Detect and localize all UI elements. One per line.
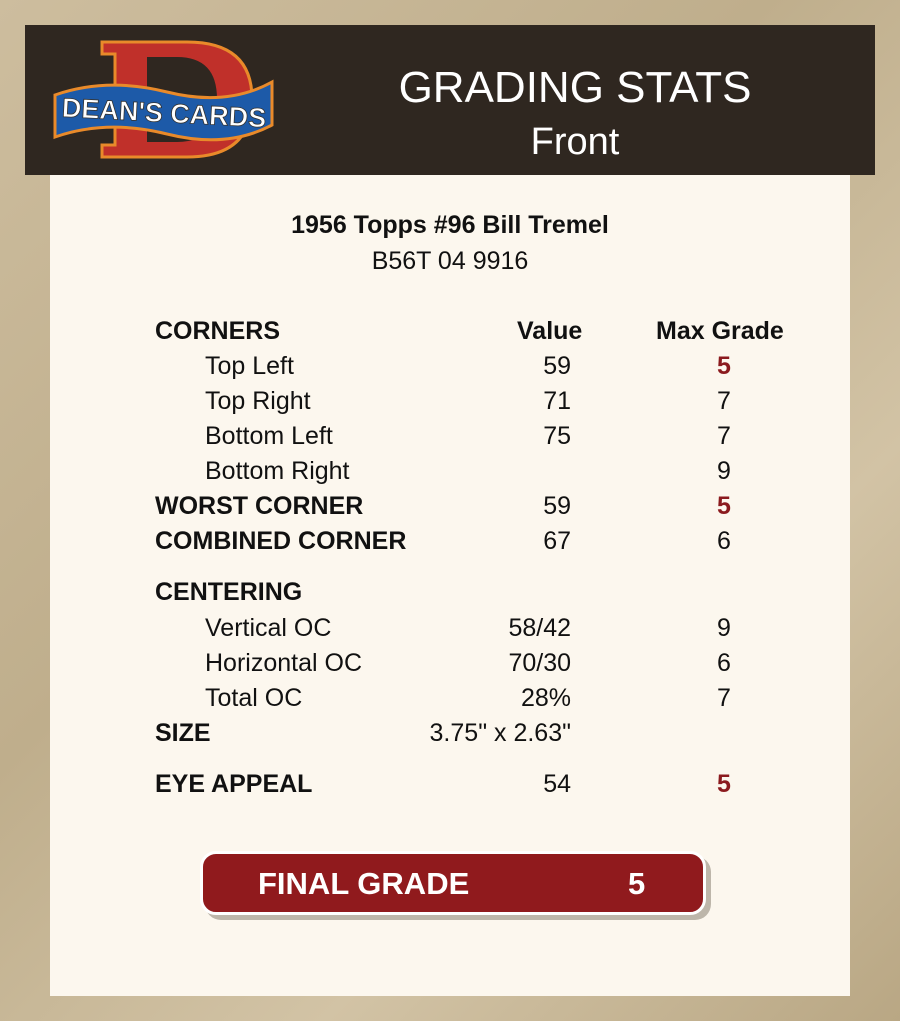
row-max-grade: 5 [717,492,731,520]
centering-header-row: CENTERING [0,578,900,608]
row-label: Bottom Left [205,422,333,450]
row-max-grade: 9 [717,457,731,485]
table-row: Bottom Right 9 [0,457,900,487]
corners-heading: CORNERS [155,317,281,345]
final-grade-value: 5 [628,866,646,901]
row-label: WORST CORNER [155,492,364,520]
row-label: Bottom Right [205,457,350,485]
row-label: COMBINED CORNER [155,527,407,555]
page-subtitle: Front [530,121,620,163]
row-max-grade: 9 [717,614,731,642]
row-label: Vertical OC [205,614,332,642]
worst-corner-row: WORST CORNER 59 5 [0,492,900,522]
row-value: 58/42 [508,614,571,642]
row-label: SIZE [155,719,211,747]
row-value: 70/30 [508,649,571,677]
final-grade-label: FINAL GRADE [258,866,470,901]
row-label: EYE APPEAL [155,770,313,798]
row-value: 54 [543,770,571,798]
combined-corner-row: COMBINED CORNER 67 6 [0,527,900,557]
row-max-grade: 5 [717,770,731,798]
row-max-grade: 7 [717,422,731,450]
row-label: Top Right [205,387,311,415]
centering-heading: CENTERING [155,578,303,606]
row-value: 71 [543,387,571,415]
final-grade-banner: FINAL GRADE 5 [200,851,706,915]
size-row: SIZE 3.75" x 2.63" [0,719,900,749]
table-row: Vertical OC 58/42 9 [0,614,900,644]
max-grade-column-header: Max Grade [656,317,784,345]
row-max-grade: 5 [717,352,731,380]
row-value: 59 [543,352,571,380]
row-max-grade: 6 [717,649,731,677]
row-label: Total OC [205,684,303,712]
header-bar: DEAN'S CARDS GRADING STATS Front [25,25,875,175]
card-name: 1956 Topps #96 Bill Tremel [291,211,609,239]
row-max-grade: 7 [717,387,731,415]
row-value: 28% [520,684,571,712]
row-value: 75 [543,422,571,450]
row-max-grade: 7 [717,684,731,712]
table-row: Horizontal OC 70/30 6 [0,649,900,679]
corners-header-row: CORNERS Value Max Grade [0,317,900,347]
row-max-grade: 6 [717,527,731,555]
cert-number: B56T 04 9916 [371,247,529,275]
eye-appeal-row: EYE APPEAL 54 5 [0,770,900,800]
row-value: 3.75" x 2.63" [429,719,571,747]
table-row: Total OC 28% 7 [0,684,900,714]
table-row: Top Right 71 7 [0,387,900,417]
table-row: Top Left 59 5 [0,352,900,382]
deans-cards-logo: DEAN'S CARDS [53,40,274,159]
table-row: Bottom Left 75 7 [0,422,900,452]
row-value: 59 [543,492,571,520]
row-value: 67 [543,527,571,555]
page-title: GRADING STATS [398,63,752,112]
row-label: Horizontal OC [205,649,362,677]
value-column-header: Value [517,317,583,345]
row-label: Top Left [205,352,294,380]
